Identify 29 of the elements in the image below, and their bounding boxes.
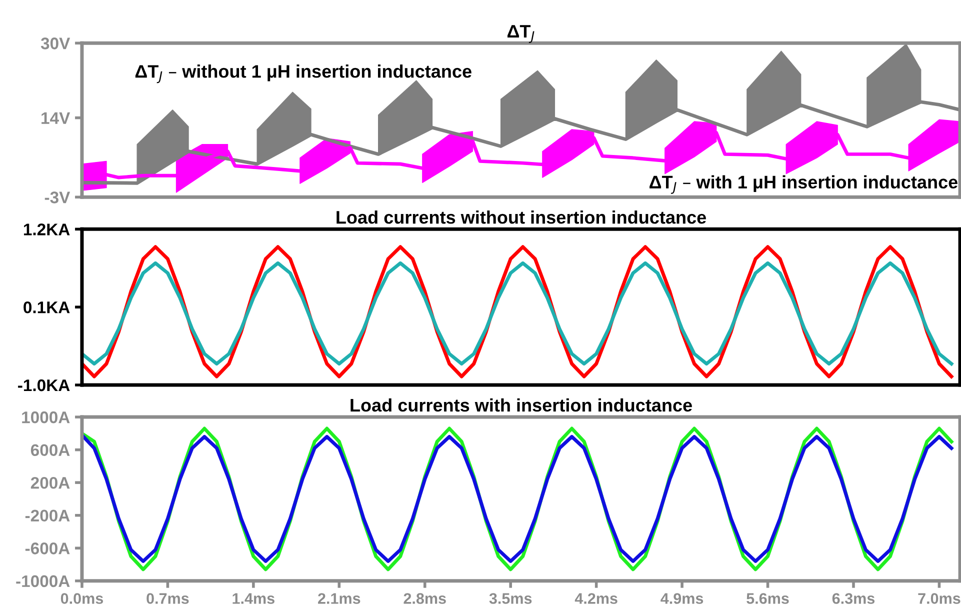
x-tick-label: 2.8ms (404, 593, 446, 604)
x-tick-label: 2.1ms (318, 593, 360, 604)
text: ΔT$_{J}$ – without 1 μH insertion inductance (135, 64, 472, 84)
x-tick-label: 4.9ms (660, 593, 704, 604)
y-tick-label: 30V (40, 38, 70, 50)
y-tick-label: -600A (25, 542, 70, 554)
x-tick-label: 5.6ms (746, 593, 789, 604)
y-tick-label: -1000A (16, 575, 70, 588)
y-tick-label: 1000A (22, 411, 70, 424)
y-tick-label: 200A (30, 476, 70, 489)
chart-title: Load currents without insertion inductance (336, 210, 706, 224)
x-tick-label: 3.5ms (489, 593, 532, 604)
chart-title: ΔT$_{J}$ (507, 25, 534, 43)
y-tick-label: 0.1KA (24, 301, 70, 314)
series-label: ΔT$_{J}$ – with 1 μH insertion inductance (650, 175, 958, 194)
x-tick-label: 4.2ms (574, 593, 618, 604)
x-tick-label: 1.4ms (232, 593, 274, 604)
y-tick-label: -200A (25, 510, 70, 522)
y-tick-label: -1.0KA (18, 379, 70, 392)
y-tick-label: -3V (44, 192, 70, 204)
x-tick-label: 7.0ms (918, 593, 960, 604)
x-tick-label: 6.3ms (832, 593, 875, 604)
y-tick-label: 14V (42, 112, 70, 124)
y-tick-label: 600A (30, 444, 70, 456)
x-tick-label: 0.0ms (60, 593, 104, 604)
line-series (82, 261, 954, 366)
x-tick-label: 0.7ms (146, 593, 189, 604)
chart-title: Load currents with insertion inductance (350, 398, 692, 412)
y-tick-label: 1.2KA (24, 224, 70, 236)
